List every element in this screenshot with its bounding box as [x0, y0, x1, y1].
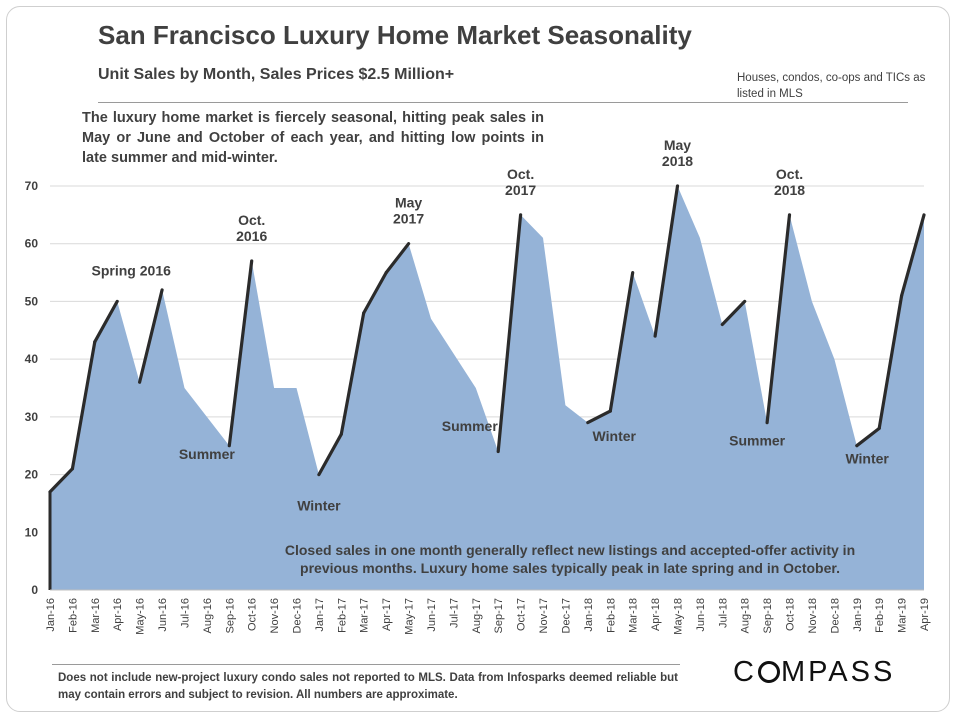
x-tick-label: Mar-19	[897, 598, 909, 633]
annotation-label: Winter	[845, 450, 889, 466]
y-tick-label: 70	[25, 179, 39, 193]
area-edge	[70, 340, 97, 471]
x-tick-label: Sep-16	[224, 598, 236, 633]
annotation-label: Summer	[179, 446, 236, 462]
area-edge	[339, 311, 366, 436]
area-edge	[899, 213, 926, 298]
x-tick-label: Dec-16	[292, 598, 304, 633]
area-edge	[93, 299, 119, 344]
x-tick-label: Oct-18	[785, 598, 797, 631]
chart-title: San Francisco Luxury Home Market Seasona…	[98, 20, 692, 50]
scope-note: Houses, condos, co-ops and TICs as liste…	[737, 72, 926, 100]
x-tick-label: Apr-19	[919, 598, 931, 631]
area-edge	[227, 259, 254, 448]
x-tick-label: Jan-16	[45, 598, 57, 632]
x-tick-label: Dec-18	[829, 598, 841, 633]
x-tick-label: Aug-17	[471, 598, 483, 633]
x-tick-label: Jul-16	[180, 598, 192, 628]
x-tick-label: Oct-17	[516, 598, 528, 631]
x-tick-label: Apr-18	[650, 598, 662, 631]
annotation-label: Spring 2016	[92, 262, 172, 278]
area-edge	[720, 299, 747, 327]
x-tick-label: May-18	[673, 598, 685, 635]
chart-subtitle: Unit Sales by Month, Sales Prices $2.5 M…	[98, 66, 455, 83]
x-tick-label: Sep-18	[762, 598, 774, 633]
x-tick-label: Jan-18	[583, 598, 595, 632]
area-edge	[496, 213, 523, 454]
x-tick-label: Apr-16	[112, 598, 124, 631]
x-tick-label: Mar-17	[359, 598, 371, 633]
x-tick-label: Aug-16	[202, 598, 214, 633]
x-tick-label: Jun-16	[157, 598, 169, 632]
area-edge	[384, 242, 411, 275]
x-tick-label: Dec-17	[560, 598, 572, 633]
x-tick-label: Jan-17	[314, 598, 326, 632]
x-tick-label: Sep-17	[493, 598, 505, 633]
annotation-label: Summer	[729, 433, 786, 449]
area-edge	[48, 467, 75, 494]
area-edge	[362, 271, 388, 315]
y-axis: 0 10 20 30 40 50 60 70	[25, 179, 39, 597]
y-tick-label: 30	[25, 410, 39, 424]
compass-logo: C MPASS	[733, 656, 896, 688]
x-tick-label: Nov-16	[269, 598, 281, 633]
y-tick-label: 60	[25, 237, 39, 251]
x-tick-label: Feb-17	[336, 598, 348, 633]
inner-note-line-1: Closed sales in one month generally refl…	[285, 542, 855, 558]
area-edge	[138, 288, 164, 384]
description-text: The luxury home market is fiercely seaso…	[82, 110, 544, 166]
y-tick-label: 50	[25, 294, 39, 308]
x-tick-label: Oct-16	[247, 598, 259, 631]
x-tick-label: Jul-17	[448, 598, 460, 628]
y-tick-label: 0	[31, 583, 38, 597]
x-tick-label: Nov-18	[807, 598, 819, 633]
annotations: Spring 2016 Oct. 2016 Summer Winter May 2017 Su…	[92, 137, 890, 514]
footnote-text: Does not include new-project luxury cond…	[58, 672, 678, 701]
header-divider	[98, 102, 908, 103]
area-series	[48, 184, 926, 591]
x-tick-label: Nov-17	[538, 598, 550, 633]
area-edge	[855, 426, 881, 448]
x-tick-label: May-17	[404, 598, 416, 635]
x-tick-label: Feb-19	[874, 598, 886, 633]
annotation-label: Oct. 2016	[236, 212, 267, 244]
annotation-label: May 2017	[393, 195, 424, 227]
x-axis: Jan-16 Feb-16 Mar-16 Apr-16 May-16 Jun-16 Jul-…	[45, 598, 931, 635]
x-tick-label: Feb-18	[605, 598, 617, 633]
x-tick-label: Mar-18	[628, 598, 640, 633]
area-edge	[765, 213, 792, 425]
area-edge	[653, 184, 680, 338]
area-edge	[586, 409, 612, 425]
x-tick-label: Mar-16	[90, 598, 102, 633]
x-tick-label: Apr-17	[381, 598, 393, 631]
annotation-label: Summer	[442, 418, 499, 434]
inner-note-line-2: previous months. Luxury home sales typic…	[300, 560, 840, 576]
x-tick-label: Jun-17	[426, 598, 438, 632]
annotation-label: Winter	[297, 498, 341, 514]
footer-divider	[52, 664, 680, 665]
x-tick-label: Jun-18	[695, 598, 707, 632]
area-edge	[608, 271, 635, 413]
area-edge	[317, 432, 343, 477]
area-fill	[50, 186, 924, 590]
x-tick-label: May-16	[135, 598, 147, 635]
area-edge	[877, 294, 904, 430]
annotation-label: May 2018	[662, 137, 693, 169]
x-tick-label: Jul-18	[717, 598, 729, 628]
annotation-label: Oct. 2018	[774, 166, 805, 198]
annotation-label: Winter	[593, 428, 637, 444]
x-tick-label: Jan-19	[852, 598, 864, 632]
y-tick-label: 40	[25, 352, 39, 366]
y-tick-label: 10	[25, 525, 39, 539]
annotation-label: Oct. 2017	[505, 166, 536, 198]
x-tick-label: Aug-18	[740, 598, 752, 633]
y-tick-label: 20	[25, 468, 39, 482]
x-tick-label: Feb-16	[67, 598, 79, 633]
